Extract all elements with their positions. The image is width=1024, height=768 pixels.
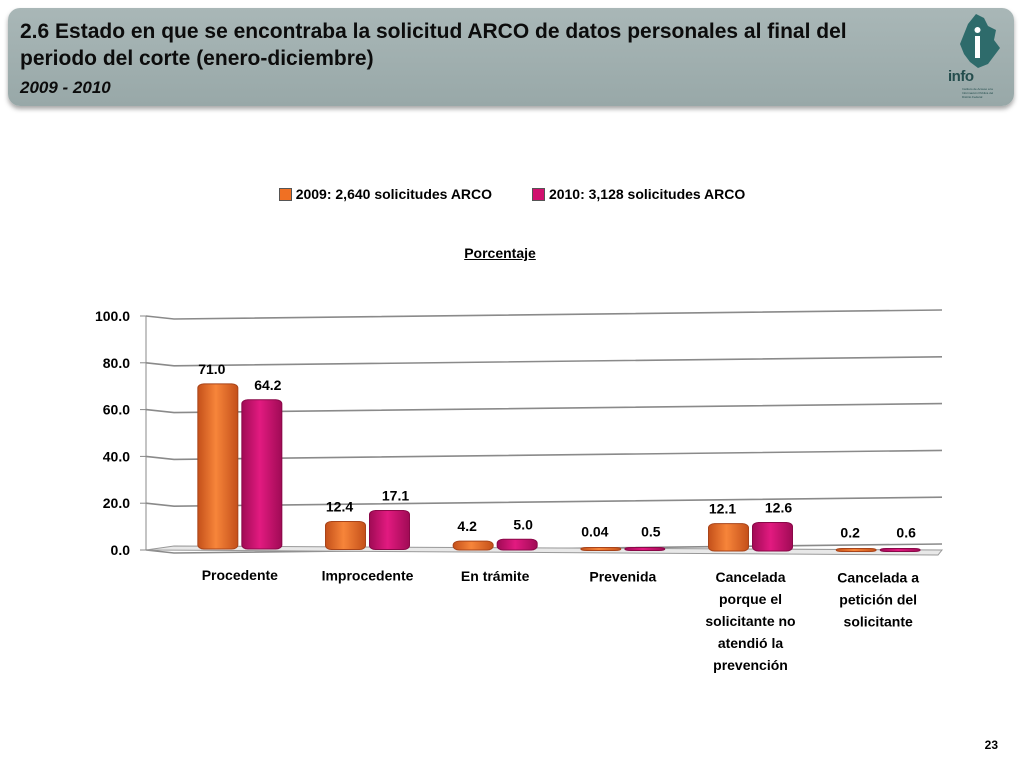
x-tick-label-line: Cancelada [715,569,785,585]
logo-caption: Instituto de Acceso a la Información Púb… [962,87,994,99]
x-tick-label: Cancelada a petición del solicitante [837,570,919,630]
bar-2010 [369,509,410,550]
x-tick-label: En trámite [461,568,530,584]
x-tick-label: Procedente [202,567,278,583]
legend-label-2010: 2010: 3,128 solicitudes ARCO [548,186,746,202]
y-tick-label: 20.0 [103,495,130,511]
data-label-2010: 12.6 [765,500,792,516]
x-tick-label-line: prevención [713,657,788,673]
x-tick-label-line: Improcedente [322,568,414,584]
page-number: 23 [984,738,998,752]
data-label-2009: 4.2 [457,518,477,534]
data-label-2010: 0.6 [896,525,916,541]
x-tick-label: Prevenida [589,569,656,585]
bar-2010 [496,538,538,551]
gridline [145,309,943,320]
data-label-2009: 0.04 [581,524,608,540]
data-label-2009: 12.4 [326,498,353,514]
bar-2010 [752,522,793,552]
header-banner: 2.6 Estado en que se encontraba la solic… [8,8,1014,106]
x-tick-label-line: Procedente [202,567,278,583]
x-tick-label-line: petición del [839,592,917,608]
x-tick-label-line: En trámite [461,568,530,584]
gridline [145,543,943,554]
gridline [145,449,943,461]
logo-text: info [948,68,974,85]
x-tick-label-line: solicitante [844,614,913,630]
page-subtitle: 2009 - 2010 [20,78,111,97]
gridline [145,356,943,367]
y-tick-label: 0.0 [111,542,131,558]
x-tick-label: Cancelada porque el solicitante no atendió … [705,569,795,673]
legend-item-2009: 2009: 2,640 solicitudes ARCO [278,186,493,202]
data-label-2010: 5.0 [513,516,533,532]
x-tick-label: Improcedente [322,568,414,584]
data-label-2010: 17.1 [382,487,409,503]
x-tick-label-line: atendió la [718,635,784,651]
chart-title: Porcentaje [464,245,536,261]
bar-2009 [452,540,494,551]
gridline [145,402,943,414]
data-label-2009: 0.2 [840,525,860,541]
bar-2010 [624,547,666,551]
data-label-2009: 71.0 [198,361,225,377]
x-tick-label-line: solicitante no [705,613,795,629]
data-label-2010: 0.5 [641,524,661,540]
map-silhouette-icon [960,14,1000,68]
bar-2009 [835,548,877,552]
y-tick-label: 40.0 [103,448,130,464]
x-tick-label-line: porque el [719,591,782,607]
info-logo: info Instituto de Acceso a la Informació… [948,12,1010,102]
x-tick-label-line: Prevenida [589,569,656,585]
y-tick-label: 80.0 [103,355,130,371]
legend-item-2010: 2010: 3,128 solicitudes ARCO [531,186,746,202]
bar-2009 [580,547,622,551]
gridline [145,496,943,508]
bar-2010 [241,399,283,550]
legend-label-2009: 2009: 2,640 solicitudes ARCO [295,186,493,202]
page-title: 2.6 Estado en que se encontraba la solic… [20,20,847,70]
legend-swatch-2009 [278,187,292,201]
legend-swatch-2010 [531,187,545,201]
y-tick-label: 100.0 [95,308,130,324]
bar-2009 [325,520,366,551]
y-tick-label: 60.0 [103,402,130,418]
chart-legend: 2009: 2,640 solicitudes ARCO 2010: 3,128… [0,186,1024,204]
x-tick-label-line: Cancelada a [837,570,919,586]
bar-2009 [708,523,749,552]
bar-2010 [879,548,921,552]
data-label-2010: 64.2 [254,377,281,393]
bar-2009 [197,383,239,550]
data-label-2009: 12.1 [709,501,736,517]
